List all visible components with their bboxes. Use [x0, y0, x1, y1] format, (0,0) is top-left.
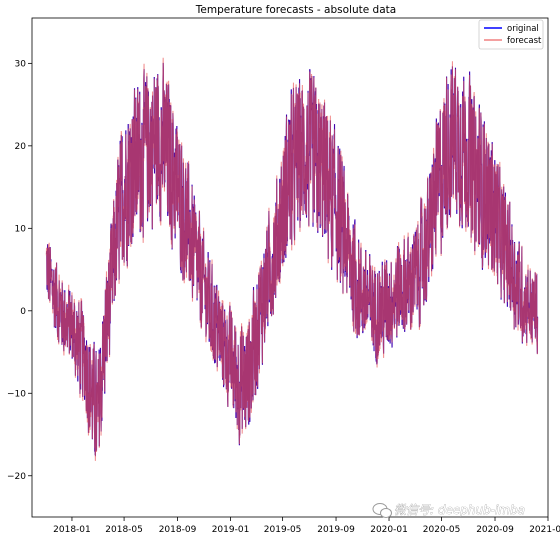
chart-title: Temperature forecasts - absolute data — [195, 4, 396, 16]
y-tick-label: 20 — [15, 142, 27, 152]
legend-label-original: original — [507, 24, 539, 34]
watermark-text: 微信号: deephub-imba — [394, 503, 525, 517]
watermark: 微信号: deephub-imba — [372, 503, 525, 518]
y-tick-label: −10 — [7, 389, 26, 399]
x-tick-label: 2021-01 — [529, 525, 560, 535]
series-overlap — [45, 62, 539, 457]
x-axis: 2018-01 2018-05 2018-09 2019-01 2019-05 2019-… — [53, 517, 560, 535]
plot-frame — [31, 17, 549, 518]
x-tick-label: 2018-05 — [105, 525, 143, 535]
legend: original forecast — [478, 19, 544, 50]
y-tick-label: 10 — [15, 224, 27, 234]
plot-area — [31, 17, 549, 518]
y-tick-label: −20 — [7, 472, 26, 482]
x-tick-label: 2019-09 — [317, 525, 355, 535]
y-axis: −20 −10 0 10 20 30 — [7, 59, 32, 482]
x-tick-label: 2020-05 — [423, 525, 461, 535]
x-tick-label: 2020-01 — [370, 525, 408, 535]
x-tick-label: 2019-01 — [212, 525, 250, 535]
x-tick-label: 2018-01 — [53, 525, 91, 535]
x-tick-label: 2019-05 — [264, 525, 302, 535]
x-tick-label: 2020-09 — [476, 525, 514, 535]
y-tick-label: 0 — [20, 307, 26, 317]
wechat-icon — [372, 503, 392, 518]
x-tick-label: 2018-09 — [159, 525, 197, 535]
legend-label-forecast: forecast — [507, 36, 542, 46]
y-tick-label: 30 — [15, 59, 27, 69]
